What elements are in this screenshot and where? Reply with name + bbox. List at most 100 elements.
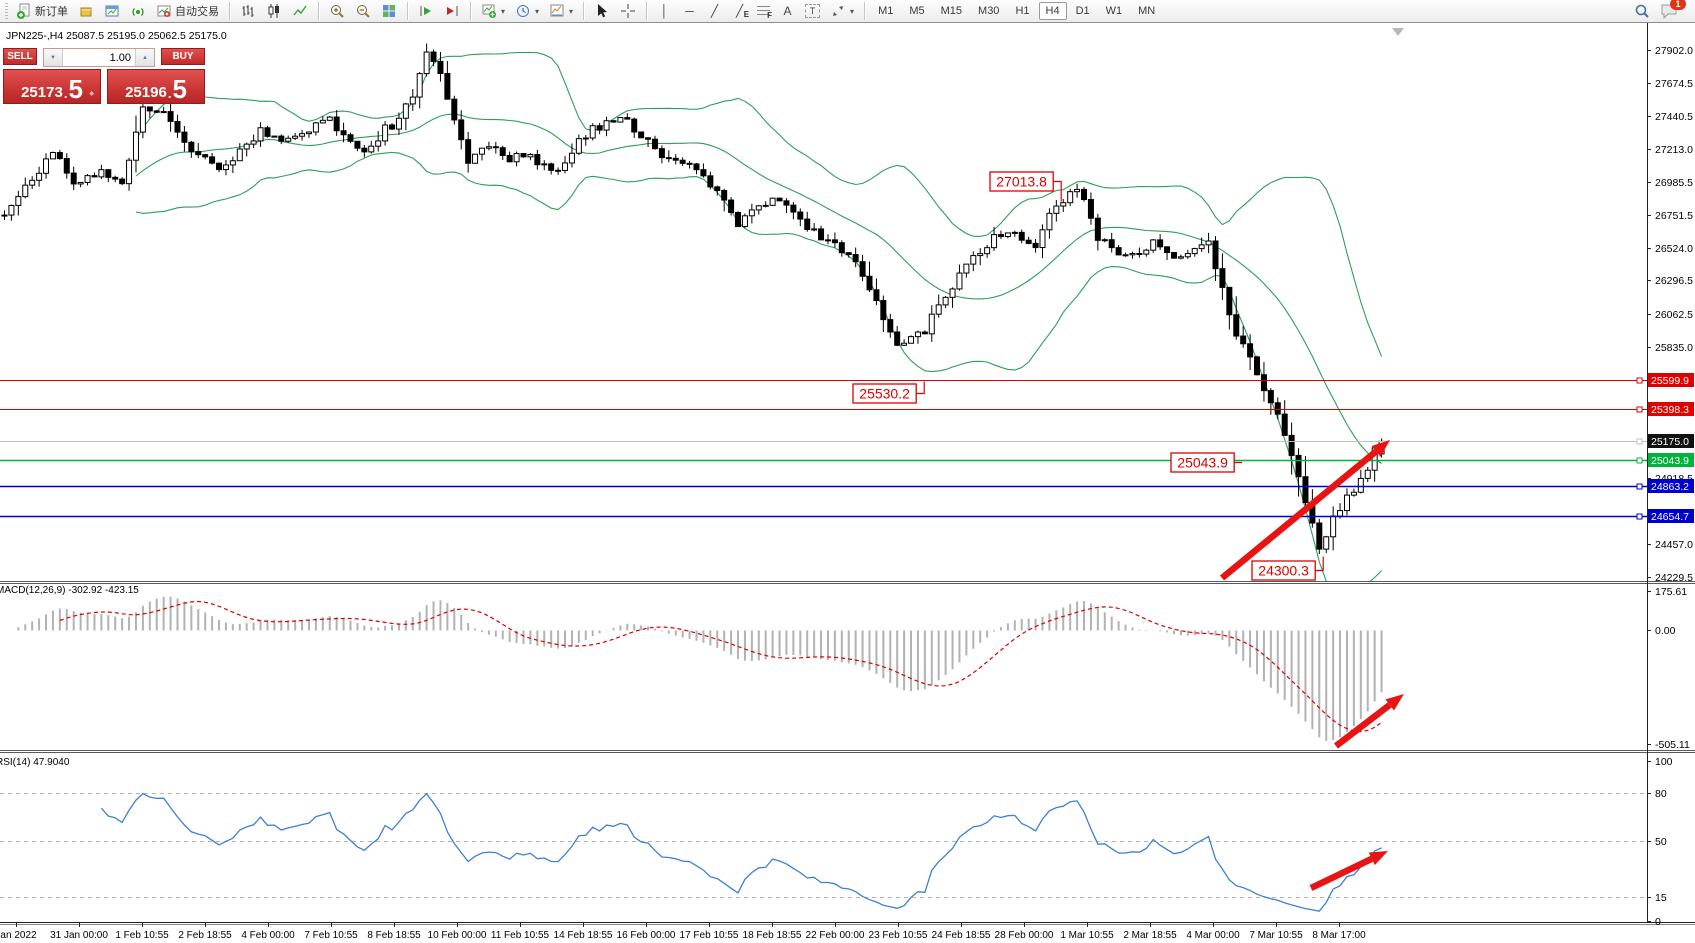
price-tick-label: 26751.5 xyxy=(1655,210,1693,222)
spread-diamond-icon: ◆ xyxy=(89,91,94,97)
macd-tick-label: 0.00 xyxy=(1655,625,1676,637)
time-axis-label: 1 Mar 10:55 xyxy=(1060,930,1114,941)
time-axis-label: 1 Feb 10:55 xyxy=(115,930,169,941)
horizontal-line-tool[interactable]: ─ xyxy=(677,2,702,21)
cursor-button[interactable] xyxy=(589,1,615,21)
price-badge xyxy=(1648,434,1694,448)
volume-decrease-button[interactable]: ▼ xyxy=(44,49,63,66)
timeframe-m1[interactable]: M1 xyxy=(878,5,894,17)
volume-input[interactable]: 1.00 xyxy=(63,49,135,66)
timeframe-w1[interactable]: W1 xyxy=(1105,5,1123,17)
chart-shift-button[interactable] xyxy=(439,1,465,21)
rsi-tick-label: 15 xyxy=(1655,892,1667,904)
price-tick-label: 26296.5 xyxy=(1655,275,1693,287)
autotrade-icon xyxy=(156,3,172,19)
price-annotation[interactable]: 25530.2 xyxy=(852,381,925,404)
trend-arrow[interactable] xyxy=(1219,440,1390,581)
line-chart-button[interactable] xyxy=(287,1,313,21)
price-annotation[interactable]: 25043.9 xyxy=(1170,452,1243,473)
chart-window-icon xyxy=(104,3,120,19)
toolbar-separator xyxy=(646,2,648,20)
template-icon xyxy=(549,3,565,19)
svg-text:27013.8: 27013.8 xyxy=(996,174,1047,190)
level-line-handle[interactable] xyxy=(1636,377,1643,384)
price-badge-label: 24654.7 xyxy=(1651,511,1689,523)
horizontal-line-icon: ─ xyxy=(685,3,694,18)
signal-button[interactable] xyxy=(125,1,151,21)
signal-icon xyxy=(130,3,146,19)
buy-button[interactable]: BUY xyxy=(161,48,205,65)
level-line-handle[interactable] xyxy=(1636,438,1643,445)
toolbar-group-chart-type xyxy=(233,0,315,22)
channel-tool[interactable]: ╱ E xyxy=(727,2,752,21)
toolbar-group-cursor xyxy=(587,0,643,22)
timeframe-d1[interactable]: D1 xyxy=(1075,5,1090,17)
text-tool[interactable]: A xyxy=(775,2,800,21)
label-tool[interactable]: T xyxy=(800,2,825,20)
zoom-in-button[interactable] xyxy=(324,1,350,21)
rsi-indicator-label: RSI(14) 47.9040 xyxy=(0,757,70,768)
trend-arrow[interactable] xyxy=(1334,694,1404,749)
auto-scroll-icon xyxy=(418,3,434,19)
level-line-handle[interactable] xyxy=(1636,483,1643,490)
price-tick-label: 27440.5 xyxy=(1655,111,1693,123)
toolbar-group-scroll xyxy=(411,0,467,22)
tile-windows-button[interactable] xyxy=(376,1,402,21)
svg-text:24300.3: 24300.3 xyxy=(1258,563,1309,579)
candlestick-chart-button[interactable] xyxy=(261,1,287,21)
bar-chart-button[interactable] xyxy=(235,1,261,21)
templates-button[interactable]: ▾ xyxy=(544,1,578,21)
time-axis-label: 22 Feb 00:00 xyxy=(806,930,865,941)
clock-icon xyxy=(515,3,531,19)
timeframe-mn[interactable]: MN xyxy=(1138,5,1156,17)
arrows-tool[interactable]: ▾ xyxy=(825,1,859,21)
vertical-line-tool[interactable]: │ xyxy=(652,2,677,21)
time-axis-label: 16 Feb 00:00 xyxy=(617,930,676,941)
quotes-button[interactable] xyxy=(73,1,99,21)
time-axis-label: 8 Mar 17:00 xyxy=(1312,930,1366,941)
sell-price-button[interactable]: 25173. 5 ◆ xyxy=(3,69,101,104)
dropdown-icon: ▾ xyxy=(501,6,506,16)
timeframe-m5[interactable]: M5 xyxy=(909,5,925,17)
timeframe-m15[interactable]: M15 xyxy=(940,5,963,17)
price-annotation[interactable]: 24300.3 xyxy=(1251,556,1324,581)
zoom-out-button[interactable] xyxy=(350,1,376,21)
buy-price-button[interactable]: 25196. 5 xyxy=(107,69,205,104)
timeframe-h4[interactable]: H4 xyxy=(1038,2,1067,20)
timeframe-m30[interactable]: M30 xyxy=(978,5,1000,17)
indicators-button[interactable]: ▾ xyxy=(476,1,510,21)
new-order-button[interactable]: 新订单 xyxy=(11,1,73,21)
svg-text:25043.9: 25043.9 xyxy=(1177,455,1228,471)
chart-title: JPN225-,H4 25087.5 25195.0 25062.5 25175… xyxy=(4,30,229,42)
time-axis-label: 24 Feb 18:55 xyxy=(932,930,991,941)
dropdown-icon: ▾ xyxy=(569,6,574,16)
autotrade-button[interactable]: 自动交易 xyxy=(151,1,224,21)
arrows-tool-icon xyxy=(830,3,846,19)
volume-increase-button[interactable]: ▲ xyxy=(135,49,154,66)
timeframe-h1[interactable]: H1 xyxy=(1015,5,1030,17)
toolbar-separator xyxy=(470,2,471,20)
fibonacci-tool[interactable]: F xyxy=(752,4,775,20)
level-line-handle[interactable] xyxy=(1636,406,1643,413)
level-line-handle[interactable] xyxy=(1636,457,1643,464)
market-window-button[interactable] xyxy=(99,1,125,21)
auto-scroll-button[interactable] xyxy=(413,1,439,21)
periods-button[interactable]: ▾ xyxy=(510,1,544,21)
trend-arrow[interactable] xyxy=(1309,851,1388,891)
price-tick-label: 24229.5 xyxy=(1655,572,1693,584)
notifications-button[interactable]: 1 xyxy=(1655,0,1695,21)
price-annotation[interactable]: 27013.8 xyxy=(989,171,1062,202)
level-line-handle[interactable] xyxy=(1636,513,1643,520)
search-button[interactable] xyxy=(1629,1,1655,21)
crosshair-button[interactable] xyxy=(615,1,641,21)
zoom-out-icon xyxy=(355,3,371,19)
vertical-line-icon: │ xyxy=(660,3,669,18)
toolbar: 新订单 自动交易 xyxy=(0,0,1695,23)
chart-shift-marker[interactable] xyxy=(1392,28,1404,36)
toolbar-group-zoom xyxy=(322,0,404,22)
toolbar-grip[interactable] xyxy=(5,3,8,19)
time-axis-label: 7 Mar 10:55 xyxy=(1249,930,1303,941)
sell-button[interactable]: SELL xyxy=(3,48,37,65)
trendline-tool[interactable]: ╱ xyxy=(702,2,727,21)
